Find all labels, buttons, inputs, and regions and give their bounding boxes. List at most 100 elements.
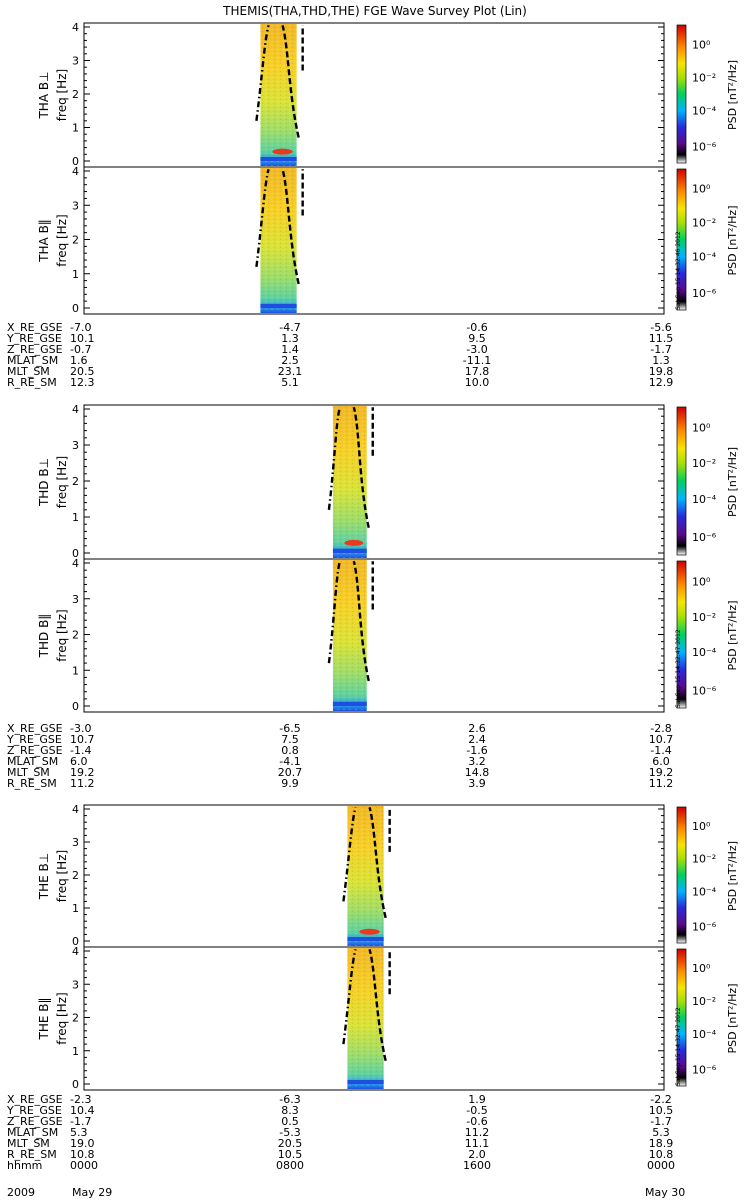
ephemeris-value: -3.0	[466, 343, 487, 356]
ephemeris-row-label: X_RE_GSE	[7, 321, 63, 334]
y-tick-label: 2	[72, 869, 79, 882]
colorbar-tick-label: 10⁻⁴	[692, 1028, 717, 1041]
ephemeris-value: -0.7	[70, 343, 91, 356]
panel-frame	[83, 166, 665, 315]
ephemeris-value: 19.0	[70, 1137, 95, 1150]
gyrofrequency-curve	[255, 25, 270, 121]
ephemeris-value: 20.5	[278, 1137, 303, 1150]
ephemeris-row-label: X_RE_GSE	[7, 1093, 63, 1106]
y-tick-label: 1	[72, 268, 79, 281]
colorbar-tick-label: 10⁻²	[692, 71, 716, 84]
y-tick-label: 0	[72, 155, 79, 168]
ephemeris-value: 0000	[647, 1159, 675, 1172]
ephemeris-value: -1.4	[70, 744, 91, 757]
colorbar-tick-label: 10⁻⁶	[692, 1064, 717, 1077]
y-tick-label: 0	[72, 700, 79, 713]
ephemeris-row-label: MLAT_SM	[7, 755, 58, 768]
y-tick-label: 1	[72, 1045, 79, 1058]
ephemeris-value: 19.2	[649, 766, 674, 779]
ephemeris-value: 10.7	[649, 733, 674, 746]
panel-frame	[83, 946, 665, 1091]
colorbar	[676, 24, 687, 164]
ephemeris-value: -2.8	[650, 722, 671, 735]
y-axis-label: freq [Hz]	[55, 214, 69, 266]
ephemeris-value: -2.2	[650, 1093, 671, 1106]
ephemeris-value: 0000	[70, 1159, 98, 1172]
ephemeris-value: 11.5	[649, 332, 674, 345]
y-tick-label: 1	[72, 664, 79, 677]
ephemeris-value: 12.9	[649, 376, 674, 389]
colorbar-label: PSD [nT²/Hz]	[726, 205, 739, 275]
colorbar-tick-label: 10⁰	[692, 962, 711, 975]
ephemeris-value: 11.2	[465, 1126, 490, 1139]
ephemeris-value: 1.4	[281, 343, 299, 356]
ephemeris-value: 9.5	[468, 332, 486, 345]
spectrogram-panel-2: 0 1 2 3 4 THA B‖ freq [Hz] 10⁰ 10⁻² 10⁻⁴ 10⁻⁶ PSD […	[37, 165, 739, 315]
ephemeris-value: 1.6	[70, 354, 88, 367]
ephemeris-value: 12.3	[70, 376, 95, 389]
ephemeris-value: 10.5	[278, 1148, 303, 1161]
colorbar	[676, 806, 687, 944]
ephemeris-value: -1.6	[466, 744, 487, 757]
power-peak	[359, 928, 380, 935]
y-axis-label: freq [Hz]	[55, 992, 69, 1044]
ephemeris-value: 3.9	[468, 777, 486, 790]
ephemeris-value: 7.5	[281, 733, 299, 746]
colorbar	[676, 560, 687, 709]
ephemeris-row-label: MLT_SM	[7, 365, 50, 378]
colorbar-tick-label: 10⁻⁶	[692, 140, 717, 153]
colorbar-tick-label: 10⁻²	[692, 995, 716, 1008]
ephemeris-row-label: R_RE_SM	[7, 777, 57, 790]
ephemeris-value: -1.7	[650, 343, 671, 356]
ephemeris-value: 10.7	[70, 733, 95, 746]
ephemeris-value: -6.5	[279, 722, 300, 735]
ephemeris-value: 17.8	[465, 365, 490, 378]
ephemeris-value: 19.8	[649, 365, 674, 378]
colorbar-timestamp: Sat Sep 15 14:32:46 2012	[675, 231, 682, 310]
colorbar-tick-label: 10⁻⁴	[692, 885, 717, 898]
y-tick-label: 3	[72, 836, 79, 849]
colorbar-tick-label: 10⁻²	[692, 457, 716, 470]
power-peak	[272, 148, 293, 155]
colorbar-tick-label: 10⁻⁶	[692, 287, 717, 300]
panel-component-label: THD B‖	[37, 614, 51, 659]
low-frequency-band	[347, 1080, 384, 1084]
y-tick-label: 2	[72, 1012, 79, 1025]
ephemeris-row-label: R_RE_SM	[7, 376, 57, 389]
ephemeris-row-label: R_RE_SM	[7, 1148, 57, 1161]
y-tick-label: 3	[72, 55, 79, 68]
colorbar-tick-label: 10⁻⁴	[692, 493, 717, 506]
ephemeris-value: 8.3	[281, 1104, 299, 1117]
ephemeris-value: 0.8	[281, 744, 299, 757]
colorbar-timestamp: Sat Sep 15 14:32:47 2012	[675, 1007, 682, 1086]
colorbar-tick-label: 10⁻⁴	[692, 250, 717, 263]
low-frequency-band	[260, 303, 297, 308]
colorbar-tick-label: 10⁰	[692, 576, 711, 589]
ephemeris-row-label: MLT_SM	[7, 766, 50, 779]
spectrogram-panel-6: 0 1 2 3 4 THE B‖ freq [Hz] 10⁰ 10⁻² 10⁻⁴ 10⁻⁶ PSD […	[37, 945, 739, 1091]
y-tick-label: 0	[72, 547, 79, 560]
low-frequency-band	[332, 548, 367, 553]
ephemeris-value: -11.1	[463, 354, 491, 367]
ephemeris-value: -6.3	[279, 1093, 300, 1106]
ephemeris-value: 23.1	[278, 365, 303, 378]
ephemeris-value: 6.0	[652, 755, 670, 768]
y-axis-label: freq [Hz]	[55, 69, 69, 121]
colorbar-tick-label: 10⁰	[692, 38, 711, 51]
low-frequency-band	[347, 937, 384, 941]
y-tick-label: 4	[72, 803, 79, 816]
ephemeris-value: 1.9	[468, 1093, 486, 1106]
ephemeris-value: 2.6	[468, 722, 486, 735]
ephemeris-value: 11.2	[70, 777, 95, 790]
colorbar-tick-label: 10⁻²	[692, 611, 716, 624]
colorbar-tick-label: 10⁻²	[692, 853, 716, 866]
gyrofrequency-curve	[281, 25, 300, 138]
ephemeris-value: -4.1	[279, 755, 300, 768]
ephemeris-value: 10.0	[465, 376, 490, 389]
colorbar-tick-label: 10⁻⁶	[692, 684, 717, 697]
ephemeris-value: -1.7	[650, 1115, 671, 1128]
ephemeris-value: 6.0	[70, 755, 88, 768]
colorbar	[676, 948, 687, 1087]
colorbar-label: PSD [nT²/Hz]	[726, 983, 739, 1053]
ephemeris-value: 5.3	[652, 1126, 670, 1139]
